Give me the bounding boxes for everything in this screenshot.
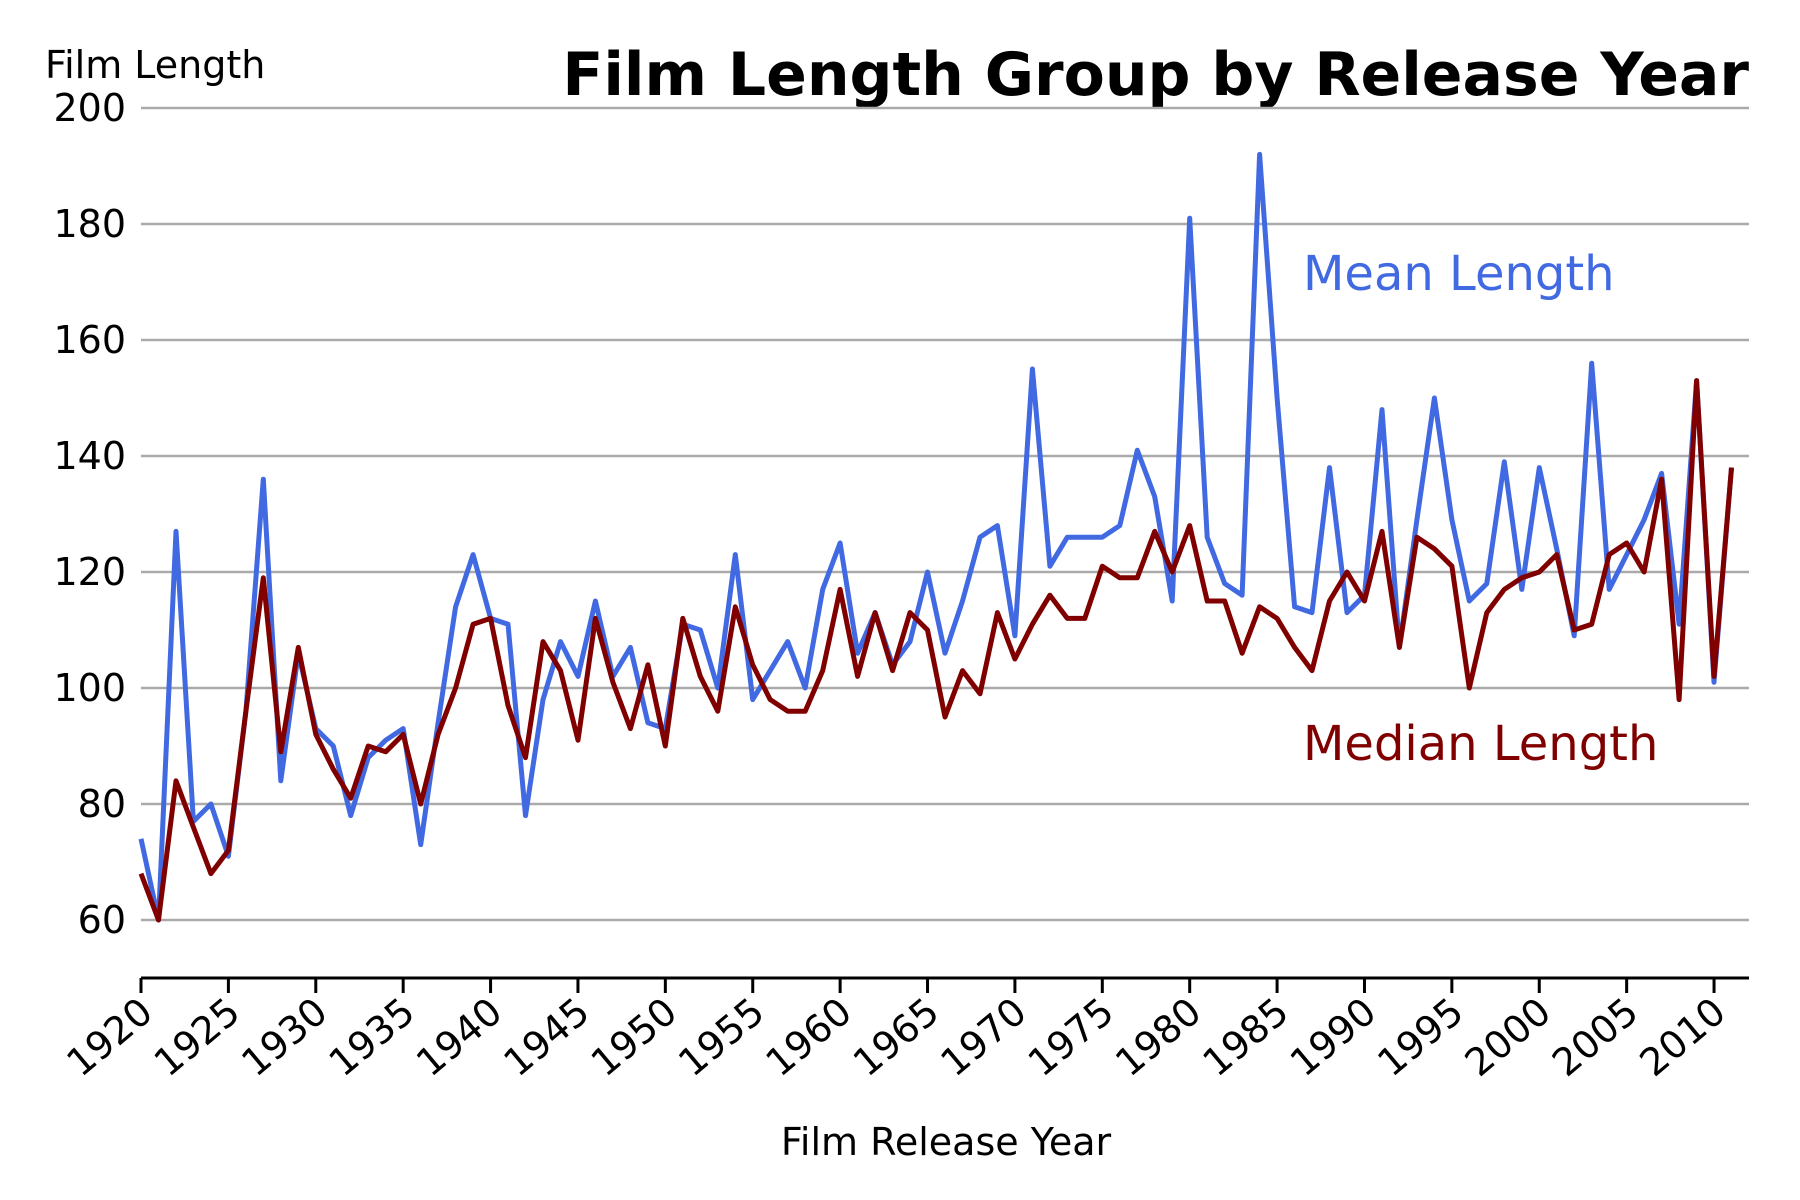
x-tick-label: 1955 (670, 989, 772, 1085)
series-label-mean: Mean Length (1303, 246, 1615, 302)
y-tick-label: 120 (53, 550, 126, 594)
x-tick-label: 1990 (1282, 989, 1384, 1085)
x-tick-label: 1960 (758, 989, 860, 1085)
x-tick-label: 1930 (233, 989, 335, 1085)
x-tick-label: 2000 (1457, 989, 1559, 1085)
series-line-median (138, 378, 1734, 923)
x-tick-label: 1935 (321, 989, 423, 1085)
x-tick-label: 1975 (1020, 989, 1122, 1085)
x-tick-label: 1925 (146, 989, 248, 1085)
y-tick-label: 140 (53, 434, 126, 478)
series-layer (138, 151, 1734, 923)
x-axis-ticks: 1920192519301935194019451950195519601965… (58, 978, 1734, 1085)
y-axis-ticks: 60 80 100 120 140 160 180 200 (53, 86, 126, 942)
x-tick-label: 1980 (1107, 989, 1209, 1085)
x-axis-label: Film Release Year (781, 1120, 1112, 1164)
x-tick-label: 1965 (845, 989, 947, 1085)
y-tick-label: 100 (53, 666, 126, 710)
x-tick-label: 1940 (408, 989, 510, 1085)
x-tick-label: 1920 (58, 989, 160, 1085)
grid-layer (141, 106, 1749, 922)
x-tick-label: 1985 (1194, 989, 1296, 1085)
y-tick-label: 160 (53, 318, 126, 362)
x-tick-label: 2010 (1631, 989, 1733, 1085)
y-tick-label: 180 (53, 202, 126, 246)
chart-title: Film Length Group by Release Year (562, 40, 1749, 110)
y-tick-label: 80 (78, 782, 126, 826)
x-tick-label: 2005 (1544, 989, 1646, 1085)
y-tick-label: 200 (53, 86, 126, 130)
y-tick-label: 60 (78, 898, 126, 942)
series-label-median: Median Length (1303, 716, 1658, 772)
x-tick-label: 1995 (1369, 989, 1471, 1085)
x-tick-label: 1970 (932, 989, 1034, 1085)
x-tick-label: 1950 (583, 989, 685, 1085)
y-axis-label: Film Length (45, 43, 265, 87)
x-tick-label: 1945 (495, 989, 597, 1085)
